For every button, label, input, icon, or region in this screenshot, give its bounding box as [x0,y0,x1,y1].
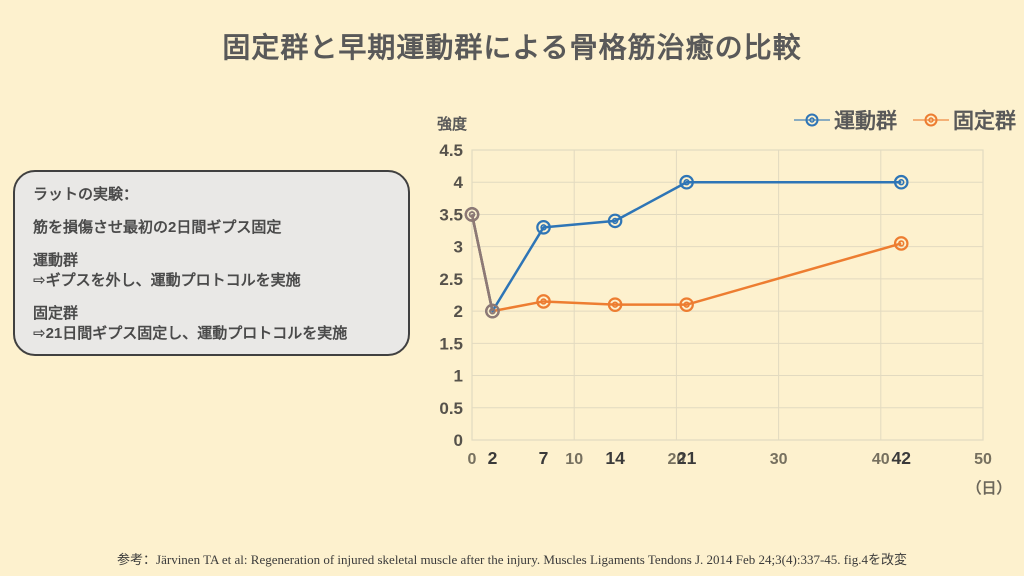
svg-text:1.5: 1.5 [439,334,463,353]
svg-text:50: 50 [974,451,992,468]
chart-area: 0 0.5 1 1.5 2 2.5 3 3.5 4 4.5 0 10 20 30 40 50 2 7 14 21 42 … [430,105,1024,515]
svg-text:21: 21 [677,448,697,468]
svg-text:14: 14 [605,448,625,468]
info-line: 筋を損傷させ最初の2日間ギプス固定 [33,219,282,236]
svg-text:40: 40 [872,451,890,468]
info-paragraph: ラットの実験： [33,185,390,205]
legend-item-exercise-group: 運動群 [794,105,897,135]
page-title: 固定群と早期運動群による骨格筋治癒の比較 [222,32,802,63]
legend-marker-immobilization-icon [913,113,949,127]
info-line: ⇨21日間ギプス固定し、運動プロトコルを実施 [33,325,348,342]
svg-text:0: 0 [454,431,463,450]
svg-text:3: 3 [454,238,463,257]
svg-text:2: 2 [488,448,498,468]
svg-text:4: 4 [454,173,464,192]
info-line: 運動群 [33,252,79,269]
legend-label-exercise: 運動群 [834,110,897,133]
svg-text:2: 2 [454,302,463,321]
experiment-info-box: ラットの実験： 筋を損傷させ最初の2日間ギプス固定 運動群 ⇨ギプスを外し、運動… [13,170,410,356]
info-paragraph: 筋を損傷させ最初の2日間ギプス固定 [33,218,390,238]
svg-text:2.5: 2.5 [439,270,463,289]
x-axis-unit-label: （日） [966,480,1012,497]
chart-legend: 運動群 固定群 [794,105,1016,135]
line-chart-svg: 0 0.5 1 1.5 2 2.5 3 3.5 4 4.5 0 10 20 30 40 50 2 7 14 21 42 [439,141,992,468]
info-line: 固定群 [33,305,79,322]
legend-label-immobilization: 固定群 [953,110,1016,133]
svg-text:30: 30 [770,451,788,468]
citation-text: 参考：Järvinen TA et al: Regeneration of in… [117,552,907,567]
svg-text:1: 1 [454,367,463,386]
svg-text:20: 20 [668,451,686,468]
legend-item-immobilization-group: 固定群 [913,105,1016,135]
svg-text:42: 42 [892,448,912,468]
svg-text:4.5: 4.5 [439,141,463,160]
svg-text:0.5: 0.5 [439,399,463,418]
svg-text:7: 7 [539,448,549,468]
info-paragraph: 運動群 ⇨ギプスを外し、運動プロトコルを実施 [33,251,390,291]
svg-text:10: 10 [565,451,583,468]
svg-text:0: 0 [468,451,477,468]
legend-marker-exercise-icon [794,113,830,127]
info-line: ラットの実験： [33,186,139,203]
info-paragraph: 固定群 ⇨21日間ギプス固定し、運動プロトコルを実施 [33,304,390,344]
y-axis-label: 強度 [437,116,468,133]
svg-text:3.5: 3.5 [439,205,463,224]
info-line: ⇨ギプスを外し、運動プロトコルを実施 [33,272,301,289]
